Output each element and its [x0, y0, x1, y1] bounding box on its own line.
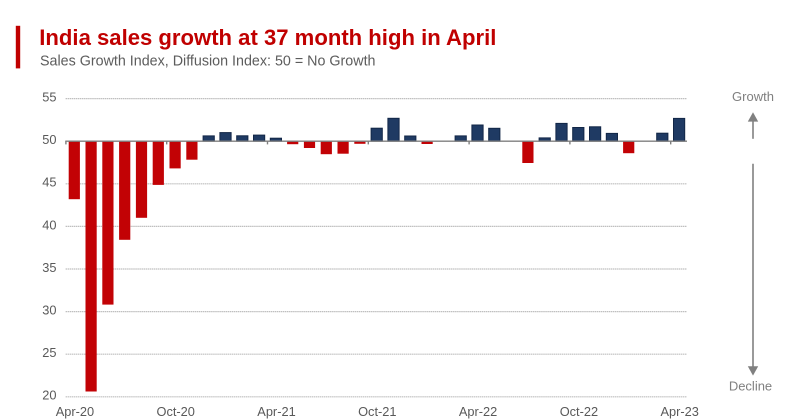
svg-text:20: 20 [42, 388, 56, 403]
svg-text:Oct-22: Oct-22 [560, 404, 598, 419]
svg-text:Oct-20: Oct-20 [156, 404, 194, 419]
svg-text:45: 45 [42, 175, 56, 190]
svg-text:55: 55 [42, 90, 56, 105]
svg-text:40: 40 [42, 217, 56, 232]
svg-text:India sales growth at 37 month: India sales growth at 37 month high in A… [39, 25, 496, 50]
svg-text:Apr-23: Apr-23 [660, 404, 698, 419]
svg-text:Apr-20: Apr-20 [56, 404, 94, 419]
svg-text:50: 50 [42, 132, 56, 147]
svg-text:Apr-22: Apr-22 [459, 404, 497, 419]
svg-text:25: 25 [42, 345, 56, 360]
svg-text:35: 35 [42, 260, 56, 275]
svg-text:Decline: Decline [729, 378, 772, 393]
svg-text:30: 30 [42, 303, 56, 318]
svg-text:Oct-21: Oct-21 [358, 404, 396, 419]
svg-text:Sales Growth Index, Diffusion: Sales Growth Index, Diffusion Index: 50 … [40, 54, 376, 70]
svg-text:Growth: Growth [732, 89, 774, 104]
svg-text:Apr-21: Apr-21 [257, 404, 295, 419]
